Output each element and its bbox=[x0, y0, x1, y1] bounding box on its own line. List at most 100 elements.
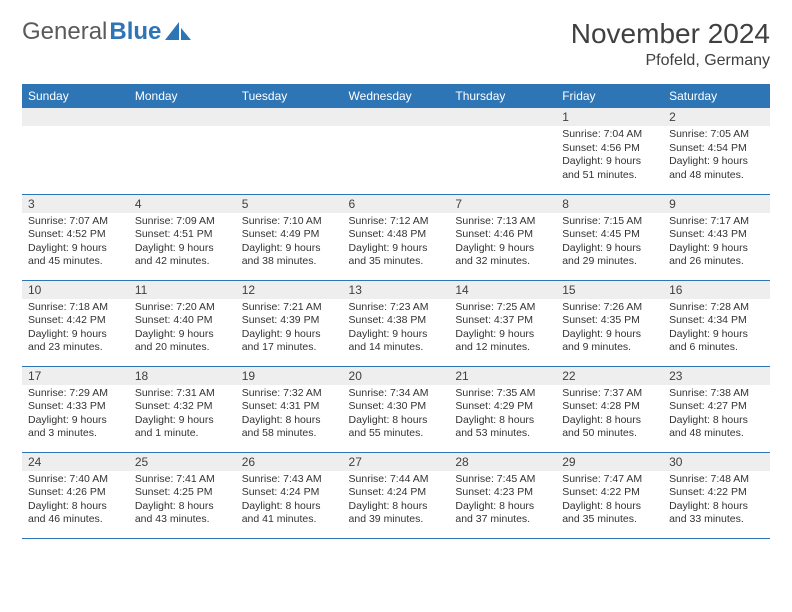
header: GeneralBlue November 2024 Pfofeld, Germa… bbox=[22, 18, 770, 70]
day-number: 30 bbox=[663, 453, 770, 471]
day-details: Sunrise: 7:26 AMSunset: 4:35 PMDaylight:… bbox=[556, 299, 663, 360]
weekday-header: Monday bbox=[129, 84, 236, 108]
calendar-cell-empty bbox=[129, 108, 236, 194]
day-number: 27 bbox=[343, 453, 450, 471]
weekday-header: Tuesday bbox=[236, 84, 343, 108]
day-number: 6 bbox=[343, 195, 450, 213]
day-details: Sunrise: 7:10 AMSunset: 4:49 PMDaylight:… bbox=[236, 213, 343, 274]
day-details: Sunrise: 7:38 AMSunset: 4:27 PMDaylight:… bbox=[663, 385, 770, 446]
day-details: Sunrise: 7:25 AMSunset: 4:37 PMDaylight:… bbox=[449, 299, 556, 360]
day-details: Sunrise: 7:23 AMSunset: 4:38 PMDaylight:… bbox=[343, 299, 450, 360]
calendar-cell: 19Sunrise: 7:32 AMSunset: 4:31 PMDayligh… bbox=[236, 366, 343, 452]
calendar-cell-empty bbox=[236, 108, 343, 194]
calendar-cell: 20Sunrise: 7:34 AMSunset: 4:30 PMDayligh… bbox=[343, 366, 450, 452]
day-number-empty bbox=[236, 108, 343, 126]
calendar-cell: 13Sunrise: 7:23 AMSunset: 4:38 PMDayligh… bbox=[343, 280, 450, 366]
calendar-row: 10Sunrise: 7:18 AMSunset: 4:42 PMDayligh… bbox=[22, 280, 770, 366]
calendar-cell: 24Sunrise: 7:40 AMSunset: 4:26 PMDayligh… bbox=[22, 452, 129, 538]
day-number: 17 bbox=[22, 367, 129, 385]
day-number: 19 bbox=[236, 367, 343, 385]
weekday-header: Wednesday bbox=[343, 84, 450, 108]
calendar-cell: 23Sunrise: 7:38 AMSunset: 4:27 PMDayligh… bbox=[663, 366, 770, 452]
calendar-cell: 28Sunrise: 7:45 AMSunset: 4:23 PMDayligh… bbox=[449, 452, 556, 538]
calendar-cell: 15Sunrise: 7:26 AMSunset: 4:35 PMDayligh… bbox=[556, 280, 663, 366]
title-block: November 2024 Pfofeld, Germany bbox=[571, 18, 770, 70]
calendar-cell: 4Sunrise: 7:09 AMSunset: 4:51 PMDaylight… bbox=[129, 194, 236, 280]
day-details: Sunrise: 7:29 AMSunset: 4:33 PMDaylight:… bbox=[22, 385, 129, 446]
calendar-cell: 9Sunrise: 7:17 AMSunset: 4:43 PMDaylight… bbox=[663, 194, 770, 280]
calendar-table: SundayMondayTuesdayWednesdayThursdayFrid… bbox=[22, 84, 770, 539]
day-number-empty bbox=[129, 108, 236, 126]
day-number: 29 bbox=[556, 453, 663, 471]
brand-logo: GeneralBlue bbox=[22, 18, 191, 46]
calendar-cell: 30Sunrise: 7:48 AMSunset: 4:22 PMDayligh… bbox=[663, 452, 770, 538]
day-details: Sunrise: 7:17 AMSunset: 4:43 PMDaylight:… bbox=[663, 213, 770, 274]
calendar-cell: 18Sunrise: 7:31 AMSunset: 4:32 PMDayligh… bbox=[129, 366, 236, 452]
calendar-row: 3Sunrise: 7:07 AMSunset: 4:52 PMDaylight… bbox=[22, 194, 770, 280]
day-number: 21 bbox=[449, 367, 556, 385]
day-details: Sunrise: 7:21 AMSunset: 4:39 PMDaylight:… bbox=[236, 299, 343, 360]
calendar-cell-empty bbox=[22, 108, 129, 194]
day-number: 10 bbox=[22, 281, 129, 299]
calendar-row: 1Sunrise: 7:04 AMSunset: 4:56 PMDaylight… bbox=[22, 108, 770, 194]
day-details: Sunrise: 7:32 AMSunset: 4:31 PMDaylight:… bbox=[236, 385, 343, 446]
day-details: Sunrise: 7:18 AMSunset: 4:42 PMDaylight:… bbox=[22, 299, 129, 360]
calendar-cell: 22Sunrise: 7:37 AMSunset: 4:28 PMDayligh… bbox=[556, 366, 663, 452]
day-number: 5 bbox=[236, 195, 343, 213]
day-number: 3 bbox=[22, 195, 129, 213]
day-details: Sunrise: 7:13 AMSunset: 4:46 PMDaylight:… bbox=[449, 213, 556, 274]
day-details: Sunrise: 7:12 AMSunset: 4:48 PMDaylight:… bbox=[343, 213, 450, 274]
brand-part2: Blue bbox=[109, 18, 161, 46]
calendar-cell: 25Sunrise: 7:41 AMSunset: 4:25 PMDayligh… bbox=[129, 452, 236, 538]
calendar-cell: 8Sunrise: 7:15 AMSunset: 4:45 PMDaylight… bbox=[556, 194, 663, 280]
month-title: November 2024 bbox=[571, 18, 770, 50]
day-number: 7 bbox=[449, 195, 556, 213]
calendar-cell: 26Sunrise: 7:43 AMSunset: 4:24 PMDayligh… bbox=[236, 452, 343, 538]
day-number: 25 bbox=[129, 453, 236, 471]
day-details: Sunrise: 7:48 AMSunset: 4:22 PMDaylight:… bbox=[663, 471, 770, 532]
day-number: 18 bbox=[129, 367, 236, 385]
day-details: Sunrise: 7:37 AMSunset: 4:28 PMDaylight:… bbox=[556, 385, 663, 446]
day-details: Sunrise: 7:20 AMSunset: 4:40 PMDaylight:… bbox=[129, 299, 236, 360]
day-number: 16 bbox=[663, 281, 770, 299]
calendar-cell: 3Sunrise: 7:07 AMSunset: 4:52 PMDaylight… bbox=[22, 194, 129, 280]
calendar-cell: 11Sunrise: 7:20 AMSunset: 4:40 PMDayligh… bbox=[129, 280, 236, 366]
day-number: 23 bbox=[663, 367, 770, 385]
day-number: 9 bbox=[663, 195, 770, 213]
day-number-empty bbox=[22, 108, 129, 126]
day-number: 20 bbox=[343, 367, 450, 385]
day-details: Sunrise: 7:28 AMSunset: 4:34 PMDaylight:… bbox=[663, 299, 770, 360]
day-number-empty bbox=[343, 108, 450, 126]
day-number: 24 bbox=[22, 453, 129, 471]
calendar-body: 1Sunrise: 7:04 AMSunset: 4:56 PMDaylight… bbox=[22, 108, 770, 538]
location: Pfofeld, Germany bbox=[571, 52, 770, 70]
calendar-cell: 7Sunrise: 7:13 AMSunset: 4:46 PMDaylight… bbox=[449, 194, 556, 280]
day-number-empty bbox=[449, 108, 556, 126]
calendar-cell: 12Sunrise: 7:21 AMSunset: 4:39 PMDayligh… bbox=[236, 280, 343, 366]
day-number: 2 bbox=[663, 108, 770, 126]
day-number: 26 bbox=[236, 453, 343, 471]
sail-icon bbox=[165, 22, 191, 42]
day-number: 13 bbox=[343, 281, 450, 299]
day-number: 14 bbox=[449, 281, 556, 299]
calendar-cell: 27Sunrise: 7:44 AMSunset: 4:24 PMDayligh… bbox=[343, 452, 450, 538]
day-number: 22 bbox=[556, 367, 663, 385]
day-number: 12 bbox=[236, 281, 343, 299]
calendar-cell: 1Sunrise: 7:04 AMSunset: 4:56 PMDaylight… bbox=[556, 108, 663, 194]
day-number: 11 bbox=[129, 281, 236, 299]
day-details: Sunrise: 7:40 AMSunset: 4:26 PMDaylight:… bbox=[22, 471, 129, 532]
day-number: 8 bbox=[556, 195, 663, 213]
weekday-header: Friday bbox=[556, 84, 663, 108]
calendar-cell: 14Sunrise: 7:25 AMSunset: 4:37 PMDayligh… bbox=[449, 280, 556, 366]
day-details: Sunrise: 7:45 AMSunset: 4:23 PMDaylight:… bbox=[449, 471, 556, 532]
day-details: Sunrise: 7:09 AMSunset: 4:51 PMDaylight:… bbox=[129, 213, 236, 274]
calendar-cell: 29Sunrise: 7:47 AMSunset: 4:22 PMDayligh… bbox=[556, 452, 663, 538]
day-details: Sunrise: 7:34 AMSunset: 4:30 PMDaylight:… bbox=[343, 385, 450, 446]
day-details: Sunrise: 7:44 AMSunset: 4:24 PMDaylight:… bbox=[343, 471, 450, 532]
day-details: Sunrise: 7:31 AMSunset: 4:32 PMDaylight:… bbox=[129, 385, 236, 446]
calendar-cell: 5Sunrise: 7:10 AMSunset: 4:49 PMDaylight… bbox=[236, 194, 343, 280]
day-number: 28 bbox=[449, 453, 556, 471]
day-details: Sunrise: 7:35 AMSunset: 4:29 PMDaylight:… bbox=[449, 385, 556, 446]
day-details: Sunrise: 7:43 AMSunset: 4:24 PMDaylight:… bbox=[236, 471, 343, 532]
calendar-row: 24Sunrise: 7:40 AMSunset: 4:26 PMDayligh… bbox=[22, 452, 770, 538]
